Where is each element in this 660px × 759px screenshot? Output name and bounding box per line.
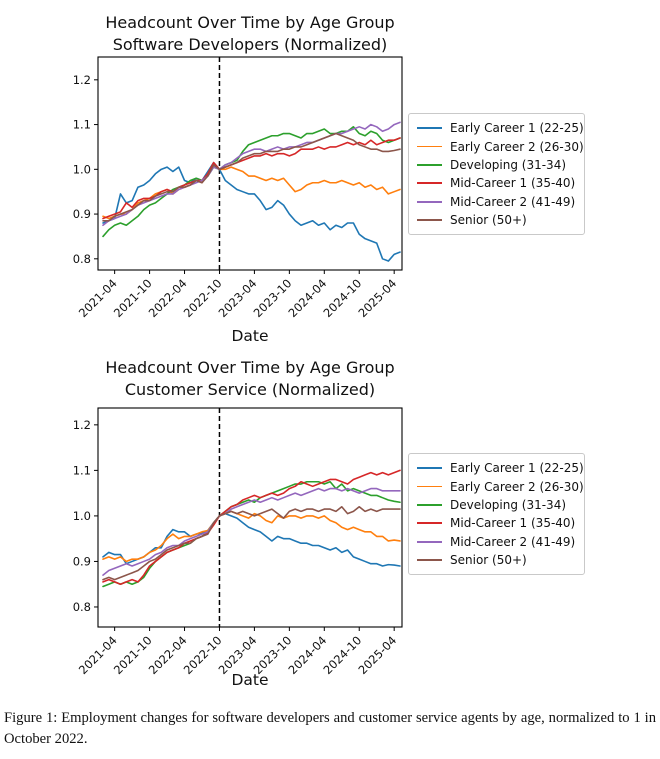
x-tick-label: 2025-04: [355, 276, 399, 320]
chart-title-line-2: Customer Service (Normalized): [124, 379, 376, 399]
legend-item-developing-31-34: Developing (31-34): [417, 156, 576, 174]
legend-item-early-career-1-22-25: Early Career 1 (22-25): [417, 119, 584, 137]
figure-caption: Figure 1: Employment changes for softwar…: [4, 710, 656, 747]
y-tick-label: 0.9: [73, 554, 91, 568]
y-tick-label: 1.2: [73, 73, 91, 87]
customer-service-chart: 0.80.91.01.11.22021-042021-102022-042022…: [73, 407, 403, 677]
y-tick-label: 0.8: [73, 600, 91, 614]
legend-label: Early Career 1 (22-25): [450, 121, 584, 136]
legend-label: Early Career 2 (26-30): [450, 479, 584, 494]
legend-line-sample: [417, 504, 442, 506]
legend-line-sample: [417, 540, 442, 543]
legend-label: Mid-Career 2 (41-49): [450, 534, 576, 549]
y-tick-label: 1.0: [73, 162, 91, 176]
legend-item-early-career-1-22-25: Early Career 1 (22-25): [417, 459, 584, 477]
legend-line-sample: [417, 164, 442, 166]
legend-item-senior-50: Senior (50+): [417, 551, 576, 569]
legend-software-developers: Early Career 1 (22-25) Early Career 2 (26…: [408, 113, 585, 236]
plot-border: [97, 407, 403, 628]
series-line-mid-career-2-41-49: [102, 121, 401, 227]
chart-title-line-1: Headcount Over Time by Age Group: [105, 358, 395, 377]
chart-title-software-developers: Headcount Over Time by Age Group Softwar…: [48, 12, 452, 55]
series-line-early-career-2-26-30: [102, 164, 401, 220]
legend-line-sample: [417, 127, 442, 130]
legend-line-sample: [417, 522, 442, 525]
chart-title-line-2: Software Developers (Normalized): [112, 34, 388, 54]
y-tick-label: 1.0: [73, 509, 91, 523]
legend-line-sample: [417, 145, 442, 148]
legend-label: Senior (50+): [450, 553, 527, 568]
legend-label: Mid-Career 2 (41-49): [450, 194, 576, 209]
legend-line-sample: [417, 219, 442, 222]
series-line-developing-31-34: [102, 126, 401, 238]
legend-line-sample: [417, 467, 442, 470]
legend-label: Mid-Career 1 (35-40): [450, 176, 576, 191]
legend-item-developing-31-34: Developing (31-34): [417, 496, 576, 514]
series-line-early-career-1-22-25: [102, 161, 401, 262]
series-line-senior-50: [102, 506, 401, 581]
legend-item-early-career-2-26-30: Early Career 2 (26-30): [417, 137, 584, 155]
legend-line-sample: [417, 559, 442, 562]
y-tick-label: 0.9: [73, 207, 91, 221]
chart-title-customer-service: Headcount Over Time by Age Group Custome…: [48, 357, 452, 400]
x-axis-label: Date: [231, 671, 269, 689]
legend-line-sample: [417, 200, 442, 203]
y-tick-label: 1.1: [73, 463, 91, 477]
y-tick-label: 1.1: [73, 118, 91, 132]
software-developers-chart: 0.80.91.01.11.22021-042021-102022-042022…: [73, 56, 403, 320]
y-tick-label: 1.2: [73, 418, 91, 432]
legend-label: Developing (31-34): [450, 157, 567, 172]
chart-title-line-1: Headcount Over Time by Age Group: [105, 13, 395, 32]
series-line-mid-career-2-41-49: [102, 487, 401, 576]
series-line-mid-career-1-35-40: [102, 137, 401, 220]
plot-border: [97, 56, 403, 271]
legend-item-mid-career-2-41-49: Mid-Career 2 (41-49): [417, 193, 576, 211]
legend-item-mid-career-1-35-40: Mid-Career 1 (35-40): [417, 174, 576, 192]
legend-line-sample: [417, 182, 442, 185]
legend-customer-service: Early Career 1 (22-25) Early Career 2 (26…: [408, 453, 585, 576]
y-tick-label: 0.8: [73, 252, 91, 266]
legend-item-senior-50: Senior (50+): [417, 211, 576, 229]
legend-line-sample: [417, 485, 442, 488]
legend-label: Early Career 2 (26-30): [450, 139, 584, 154]
legend-label: Developing (31-34): [450, 497, 567, 512]
series-line-mid-career-1-35-40: [102, 469, 401, 585]
series-line-developing-31-34: [102, 480, 401, 588]
series-line-senior-50: [102, 132, 401, 222]
legend-item-early-career-2-26-30: Early Career 2 (26-30): [417, 477, 584, 495]
series-line-early-career-2-26-30: [102, 510, 401, 563]
x-axis-label: Date: [231, 327, 269, 345]
legend-label: Mid-Career 1 (35-40): [450, 516, 576, 531]
legend-label: Early Career 1 (22-25): [450, 461, 584, 476]
legend-label: Senior (50+): [450, 213, 527, 228]
legend-item-mid-career-1-35-40: Mid-Career 1 (35-40): [417, 514, 576, 532]
series-line-early-career-1-22-25: [102, 512, 401, 567]
legend-item-mid-career-2-41-49: Mid-Career 2 (41-49): [417, 533, 576, 551]
